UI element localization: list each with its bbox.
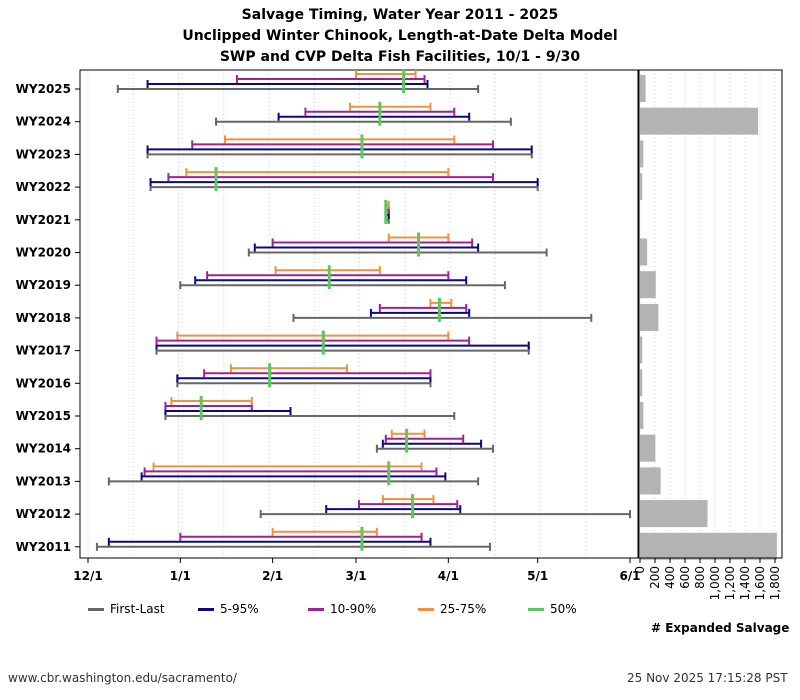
salvage-bar-wy2018 (640, 303, 659, 331)
y-tick-label-wy2020: WY2020 (16, 246, 71, 260)
bar-axis-label: # Expanded Salvage (651, 621, 790, 635)
y-tick-label-wy2012: WY2012 (16, 507, 71, 521)
legend-item-5-95: 5-95% (198, 602, 259, 616)
footer-url[interactable]: www.cbr.washington.edu/sacramento/ (8, 671, 237, 685)
legend-swatch-50 (528, 608, 544, 611)
salvage-bar-wy2020 (640, 238, 648, 266)
footer-timestamp: 25 Nov 2025 17:15:28 PST (627, 671, 788, 685)
salvage-bar-wy2016 (640, 369, 643, 397)
chart-title-line-2: Unclipped Winter Chinook, Length-at-Date… (182, 28, 618, 44)
x-tick-label: 2/1 (262, 569, 283, 583)
legend-item-10-90: 10-90% (308, 602, 376, 616)
x-tick-label: 12/1 (73, 569, 102, 583)
y-tick-label-wy2016: WY2016 (16, 376, 71, 390)
legend-item-50: 50% (528, 602, 577, 616)
salvage-bar-wy2011 (640, 532, 777, 560)
y-tick-label-wy2018: WY2018 (16, 311, 71, 325)
y-tick-label-wy2011: WY2011 (16, 540, 71, 554)
salvage-bar-wy2024 (640, 107, 759, 135)
bar-x-tick-label: 1,600 (753, 566, 767, 600)
salvage-bar-wy2023 (640, 140, 644, 168)
y-tick-label-wy2024: WY2024 (16, 115, 71, 129)
bar-x-tick-label: 1,400 (738, 566, 752, 600)
x-tick-label: 1/1 (170, 569, 191, 583)
x-tick-label: 5/1 (527, 569, 548, 583)
legend-swatch-25-75 (418, 608, 434, 611)
y-tick-label-wy2014: WY2014 (16, 442, 71, 456)
legend-swatch-first-last (88, 608, 104, 611)
bar-x-tick-label: 1,800 (768, 566, 782, 600)
legend-label-5-95: 5-95% (220, 602, 259, 616)
y-tick-label-wy2013: WY2013 (16, 474, 71, 488)
legend-label-25-75: 25-75% (440, 602, 487, 616)
y-tick-label-wy2025: WY2025 (16, 82, 71, 96)
x-tick-label: 3/1 (345, 569, 366, 583)
y-tick-label-wy2017: WY2017 (16, 344, 71, 358)
bar-x-tick-label: 1,200 (723, 566, 737, 600)
x-tick-label: 6/1 (619, 569, 640, 583)
salvage-bar-wy2012 (640, 500, 708, 528)
chart-title-line-3: SWP and CVP Delta Fish Facilities, 10/1 … (219, 49, 581, 65)
y-tick-label-wy2022: WY2022 (16, 180, 71, 194)
legend-swatch-5-95 (198, 608, 214, 611)
bar-x-tick-label: 400 (663, 566, 677, 589)
legend-item-first-last: First-Last (88, 602, 165, 616)
y-tick-label-wy2019: WY2019 (16, 278, 71, 292)
legend-swatch-10-90 (308, 608, 324, 611)
bar-x-tick-label: 200 (648, 566, 662, 589)
bar-x-tick-label: 0 (633, 566, 647, 574)
chart-title-line-1: Salvage Timing, Water Year 2011 - 2025 (241, 7, 559, 23)
y-tick-label-wy2023: WY2023 (16, 147, 71, 161)
legend-label-10-90: 10-90% (330, 602, 377, 616)
salvage-bar-wy2022 (640, 173, 643, 201)
salvage-bar-wy2019 (640, 271, 656, 299)
main-plot-frame (79, 69, 639, 559)
y-tick-label-wy2015: WY2015 (16, 409, 71, 423)
salvage-bar-wy2017 (640, 336, 643, 364)
bar-x-tick-label: 1,000 (708, 566, 722, 600)
y-tick-label-wy2021: WY2021 (16, 213, 71, 227)
bar-plot-frame (638, 69, 783, 559)
x-tick-label: 4/1 (438, 569, 459, 583)
salvage-bar-wy2013 (640, 467, 661, 495)
bar-x-tick-label: 800 (693, 566, 707, 589)
bar-x-tick-label: 600 (678, 566, 692, 589)
legend-label-50: 50% (550, 602, 577, 616)
salvage-bar-wy2025 (640, 75, 646, 102)
salvage-bar-wy2015 (640, 402, 644, 429)
salvage-bar-wy2014 (640, 434, 656, 462)
legend-item-25-75: 25-75% (418, 602, 486, 616)
legend-label-first-last: First-Last (110, 602, 165, 616)
